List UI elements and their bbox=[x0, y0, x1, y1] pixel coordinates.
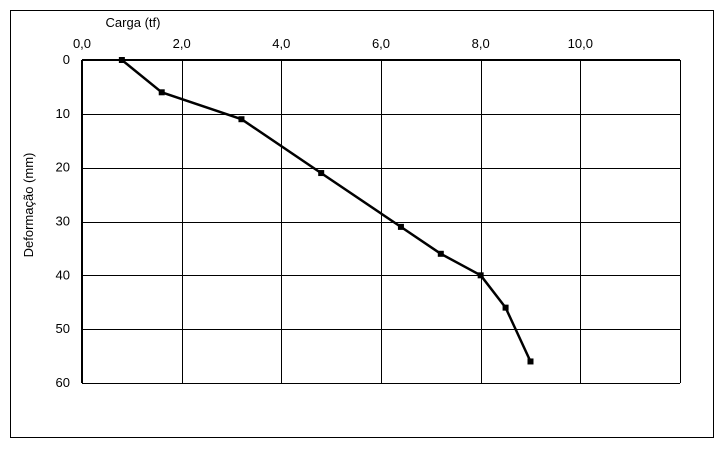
x-tick-label: 0,0 bbox=[73, 36, 91, 51]
tick-labels: 0,0 2,0 4,0 6,0 8,0 10,0 0 10 20 30 40 50 60 bbox=[56, 36, 593, 390]
data-point bbox=[118, 57, 125, 63]
y-tick-label: 0 bbox=[63, 52, 70, 67]
x-axis-title: Carga (tf) bbox=[106, 15, 161, 30]
series-line bbox=[121, 59, 532, 363]
y-tick-label: 50 bbox=[56, 321, 70, 336]
data-point bbox=[477, 272, 484, 279]
data-point bbox=[502, 304, 509, 311]
data-point bbox=[437, 250, 444, 257]
y-tick-label: 60 bbox=[56, 375, 70, 390]
y-tick-label: 30 bbox=[56, 214, 70, 229]
x-tick-label: 10,0 bbox=[568, 36, 593, 51]
data-point bbox=[238, 116, 245, 123]
y-tick-label: 20 bbox=[56, 160, 70, 175]
data-point bbox=[397, 223, 404, 230]
series bbox=[118, 57, 534, 365]
data-point bbox=[318, 170, 325, 177]
data-point bbox=[527, 358, 534, 365]
x-tick-label: 4,0 bbox=[272, 36, 290, 51]
grid bbox=[81, 59, 681, 384]
y-axis-title: Deformação (mm) bbox=[21, 153, 36, 258]
x-tick-label: 6,0 bbox=[372, 36, 390, 51]
chart-border bbox=[10, 10, 714, 438]
x-tick-label: 2,0 bbox=[173, 36, 191, 51]
y-tick-label: 10 bbox=[56, 106, 70, 121]
x-tick-label: 8,0 bbox=[472, 36, 490, 51]
y-tick-label: 40 bbox=[56, 267, 70, 282]
data-point bbox=[158, 89, 165, 96]
